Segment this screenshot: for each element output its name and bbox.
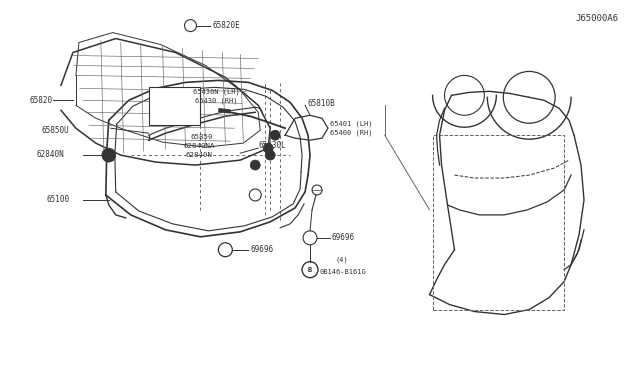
Circle shape: [102, 148, 116, 162]
Text: 62840N: 62840N: [186, 152, 212, 158]
Circle shape: [265, 150, 275, 160]
Text: 65430 (RH): 65430 (RH): [195, 97, 238, 103]
Text: 65401 (LH): 65401 (LH): [330, 121, 372, 128]
Text: 65850: 65850: [191, 134, 213, 140]
Text: 65430N (LH): 65430N (LH): [193, 88, 240, 94]
Text: 65850U: 65850U: [41, 126, 68, 135]
Text: 65100: 65100: [46, 195, 69, 205]
Text: 65430L: 65430L: [258, 141, 286, 150]
Circle shape: [263, 143, 273, 153]
Text: 65810B: 65810B: [307, 99, 335, 108]
Text: 69696: 69696: [332, 233, 355, 242]
Text: 65400 (RH): 65400 (RH): [330, 130, 372, 137]
Bar: [148, 87, 200, 125]
Text: 65820: 65820: [29, 96, 52, 105]
Circle shape: [250, 160, 260, 170]
Text: 69696: 69696: [250, 245, 273, 254]
Text: 62840N: 62840N: [36, 150, 64, 158]
Text: 62840NA: 62840NA: [184, 143, 215, 149]
Text: (4): (4): [336, 256, 349, 263]
Text: 65820E: 65820E: [212, 21, 240, 30]
Circle shape: [270, 130, 280, 140]
Text: B: B: [308, 267, 312, 273]
Text: 0B146-B161G: 0B146-B161G: [320, 269, 367, 275]
Text: J65000A6: J65000A6: [576, 14, 619, 23]
